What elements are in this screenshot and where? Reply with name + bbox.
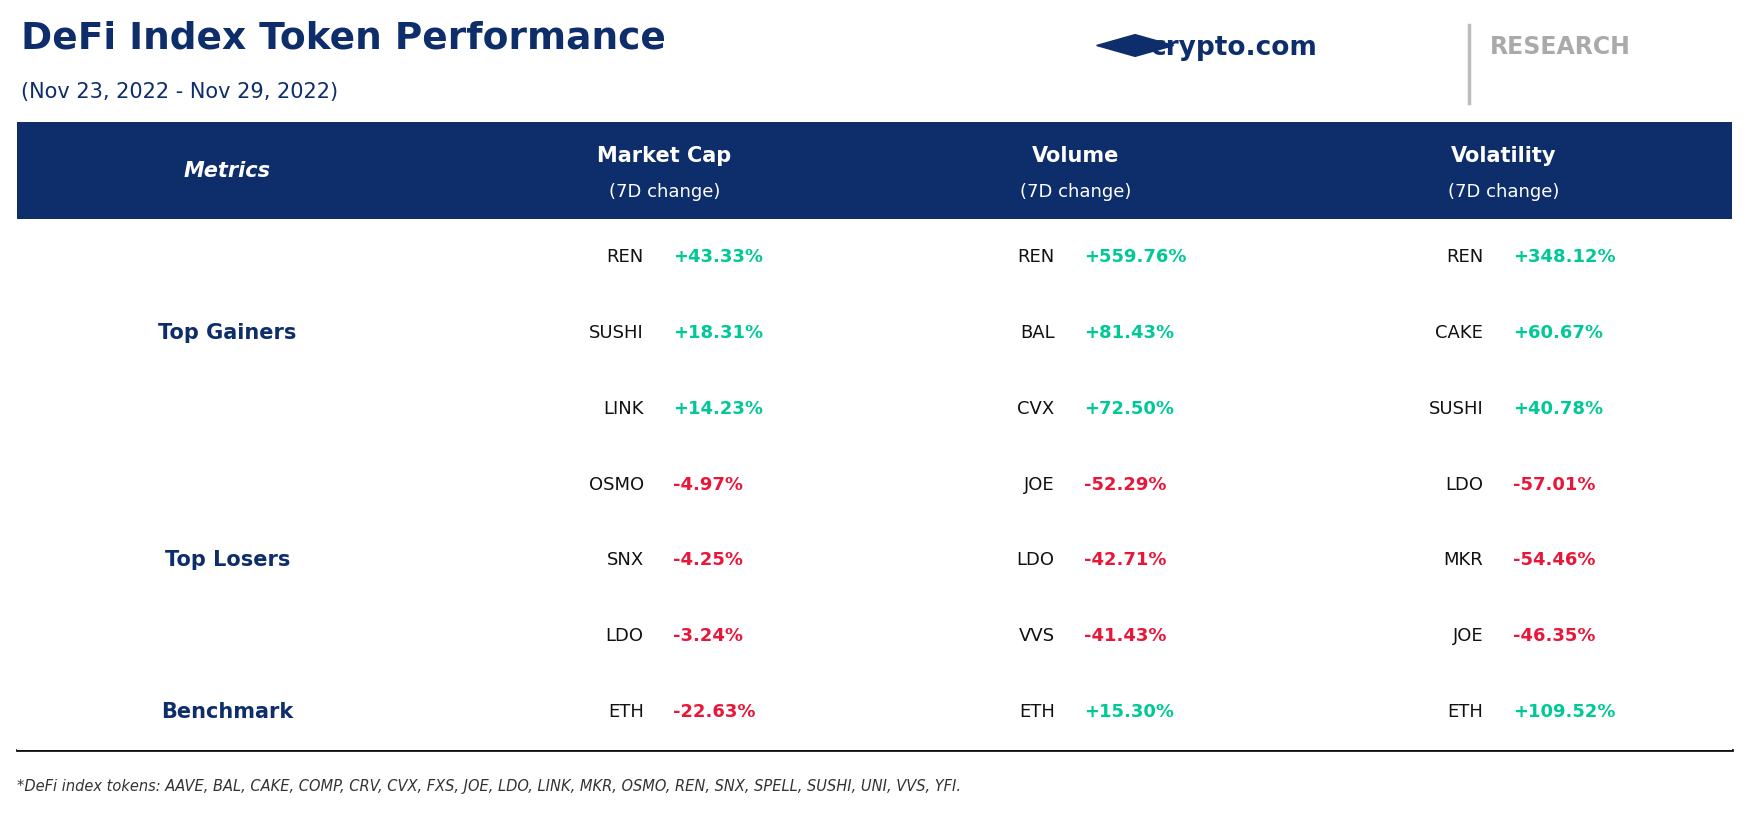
Text: +18.31%: +18.31% xyxy=(673,324,764,342)
Text: CVX: CVX xyxy=(1017,400,1054,418)
Text: ETH: ETH xyxy=(1017,703,1054,721)
Text: ETH: ETH xyxy=(1446,703,1482,721)
Text: DeFi Index Token Performance: DeFi Index Token Performance xyxy=(21,21,666,57)
Text: CAKE: CAKE xyxy=(1435,324,1482,342)
Text: REN: REN xyxy=(607,248,643,266)
Text: -22.63%: -22.63% xyxy=(673,703,755,721)
Text: Metrics: Metrics xyxy=(184,161,271,180)
Text: (Nov 23, 2022 - Nov 29, 2022): (Nov 23, 2022 - Nov 29, 2022) xyxy=(21,82,337,102)
Text: LINK: LINK xyxy=(603,400,643,418)
Text: Benchmark: Benchmark xyxy=(161,702,294,722)
Text: Top Gainers: Top Gainers xyxy=(157,323,297,343)
Text: SUSHI: SUSHI xyxy=(589,324,643,342)
Text: +14.23%: +14.23% xyxy=(673,400,762,418)
Text: Volume: Volume xyxy=(1031,146,1119,166)
Text: (7D change): (7D change) xyxy=(1447,183,1559,201)
Polygon shape xyxy=(1096,35,1173,56)
Text: ETH: ETH xyxy=(607,703,643,721)
Text: +60.67%: +60.67% xyxy=(1512,324,1601,342)
Text: +109.52%: +109.52% xyxy=(1512,703,1615,721)
Text: Volatility: Volatility xyxy=(1451,146,1556,166)
Text: +72.50%: +72.50% xyxy=(1084,400,1173,418)
Text: -52.29%: -52.29% xyxy=(1084,475,1166,494)
Text: -57.01%: -57.01% xyxy=(1512,475,1594,494)
Text: -3.24%: -3.24% xyxy=(673,627,743,645)
Text: JOE: JOE xyxy=(1023,475,1054,494)
Text: SUSHI: SUSHI xyxy=(1428,400,1482,418)
Text: OSMO: OSMO xyxy=(587,475,643,494)
Text: -41.43%: -41.43% xyxy=(1084,627,1166,645)
Text: LDO: LDO xyxy=(1444,475,1482,494)
Text: +40.78%: +40.78% xyxy=(1512,400,1603,418)
Text: +348.12%: +348.12% xyxy=(1512,248,1615,266)
Text: -4.97%: -4.97% xyxy=(673,475,743,494)
Text: -46.35%: -46.35% xyxy=(1512,627,1594,645)
Text: REN: REN xyxy=(1446,248,1482,266)
Text: BAL: BAL xyxy=(1019,324,1054,342)
Text: (7D change): (7D change) xyxy=(608,183,720,201)
Text: Market Cap: Market Cap xyxy=(598,146,731,166)
Text: +81.43%: +81.43% xyxy=(1084,324,1175,342)
Text: *DeFi index tokens: AAVE, BAL, CAKE, COMP, CRV, CVX, FXS, JOE, LDO, LINK, MKR, O: *DeFi index tokens: AAVE, BAL, CAKE, COM… xyxy=(17,779,961,794)
Text: JOE: JOE xyxy=(1451,627,1482,645)
Text: -4.25%: -4.25% xyxy=(673,551,743,569)
Text: SNX: SNX xyxy=(607,551,643,569)
Text: REN: REN xyxy=(1017,248,1054,266)
Text: MKR: MKR xyxy=(1442,551,1482,569)
Text: RESEARCH: RESEARCH xyxy=(1489,35,1631,59)
Text: +559.76%: +559.76% xyxy=(1084,248,1187,266)
Text: VVS: VVS xyxy=(1017,627,1054,645)
Text: Top Losers: Top Losers xyxy=(164,550,290,570)
Text: LDO: LDO xyxy=(1016,551,1054,569)
Text: -54.46%: -54.46% xyxy=(1512,551,1594,569)
Text: LDO: LDO xyxy=(605,627,643,645)
Text: -42.71%: -42.71% xyxy=(1084,551,1166,569)
Text: +43.33%: +43.33% xyxy=(673,248,762,266)
Text: (7D change): (7D change) xyxy=(1019,183,1131,201)
Text: crypto.com: crypto.com xyxy=(1150,35,1316,61)
Text: +15.30%: +15.30% xyxy=(1084,703,1173,721)
